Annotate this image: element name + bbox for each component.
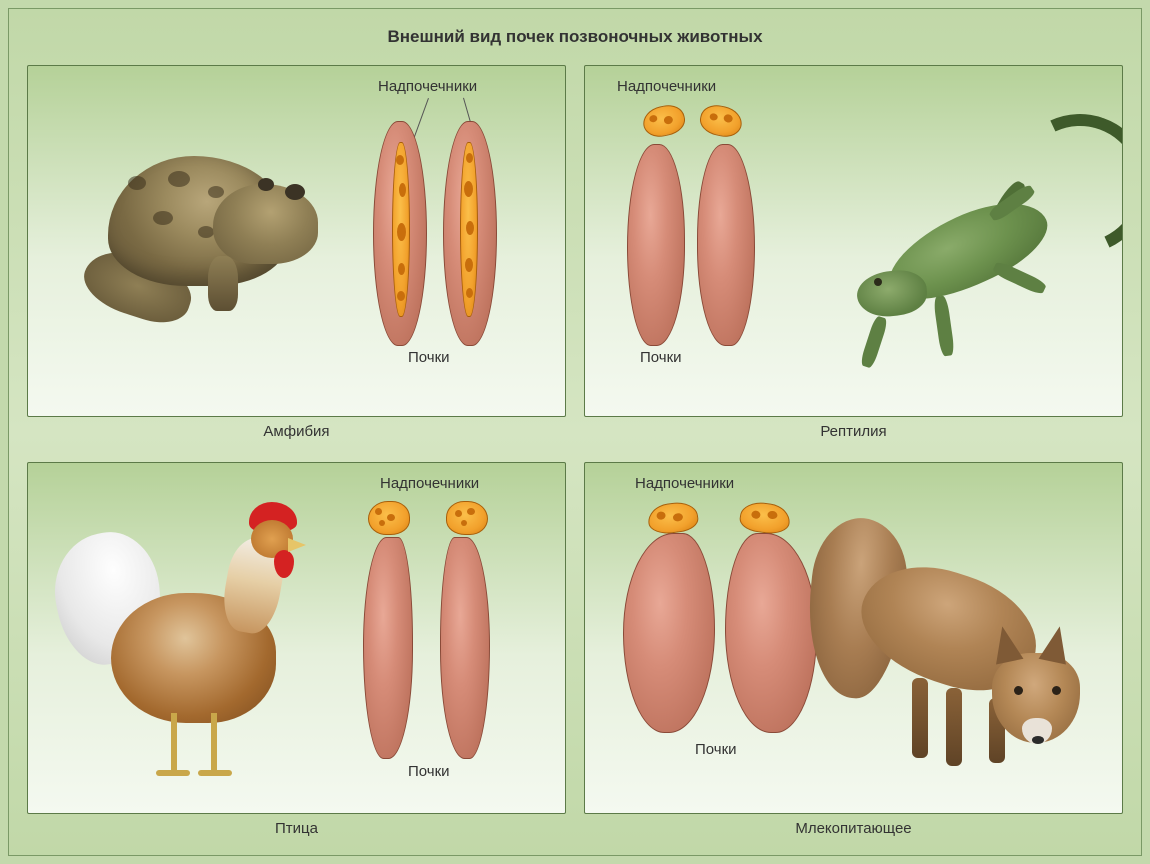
label-adrenal: Надпочечники xyxy=(380,475,479,492)
animal-lizard xyxy=(772,96,1123,396)
panel-bird: Надпочечники Почки xyxy=(27,462,566,814)
cell-amphibian: Надпочечники Почки xyxy=(27,65,566,440)
caption-amphibian: Амфибия xyxy=(27,423,566,440)
adrenal-right xyxy=(738,500,792,537)
kidney-left xyxy=(623,533,715,733)
kidney-left xyxy=(627,144,685,346)
caption-reptile: Рептилия xyxy=(584,423,1123,440)
cell-bird: Надпочечники Почки xyxy=(27,462,566,837)
label-adrenal: Надпочечники xyxy=(635,475,734,492)
adrenal-strip xyxy=(392,142,410,317)
kidney-right xyxy=(697,144,755,346)
panel-mammal: Надпочечники Почки xyxy=(584,462,1123,814)
panel-grid: Надпочечники Почки xyxy=(27,65,1123,837)
panel-amphibian: Надпочечники Почки xyxy=(27,65,566,417)
label-kidney: Почки xyxy=(408,763,450,780)
adrenal-right xyxy=(697,102,744,140)
adrenal-strip xyxy=(460,142,478,317)
animal-frog xyxy=(53,126,323,326)
kidney-left xyxy=(373,121,427,346)
label-kidney: Почки xyxy=(695,741,737,758)
adrenal-left xyxy=(368,501,410,535)
label-kidney: Почки xyxy=(408,349,450,366)
kidney-right xyxy=(443,121,497,346)
panel-reptile: Надпочечники Почки xyxy=(584,65,1123,417)
animal-fox xyxy=(804,518,1104,798)
kidney-right xyxy=(440,537,490,759)
animal-rooster xyxy=(56,498,326,798)
cell-mammal: Надпочечники Почки xyxy=(584,462,1123,837)
kidney-left xyxy=(363,537,413,759)
figure-frame: Внешний вид почек позвоночных животных Н… xyxy=(8,8,1142,856)
adrenal-left xyxy=(640,102,687,140)
caption-mammal: Млекопитающее xyxy=(584,820,1123,837)
caption-bird: Птица xyxy=(27,820,566,837)
figure-title: Внешний вид почек позвоночных животных xyxy=(27,27,1123,47)
label-adrenal: Надпочечники xyxy=(617,78,716,95)
label-kidney: Почки xyxy=(640,349,682,366)
cell-reptile: Надпочечники Почки xyxy=(584,65,1123,440)
adrenal-left xyxy=(646,500,700,537)
label-adrenal: Надпочечники xyxy=(378,78,477,95)
adrenal-right xyxy=(446,501,488,535)
